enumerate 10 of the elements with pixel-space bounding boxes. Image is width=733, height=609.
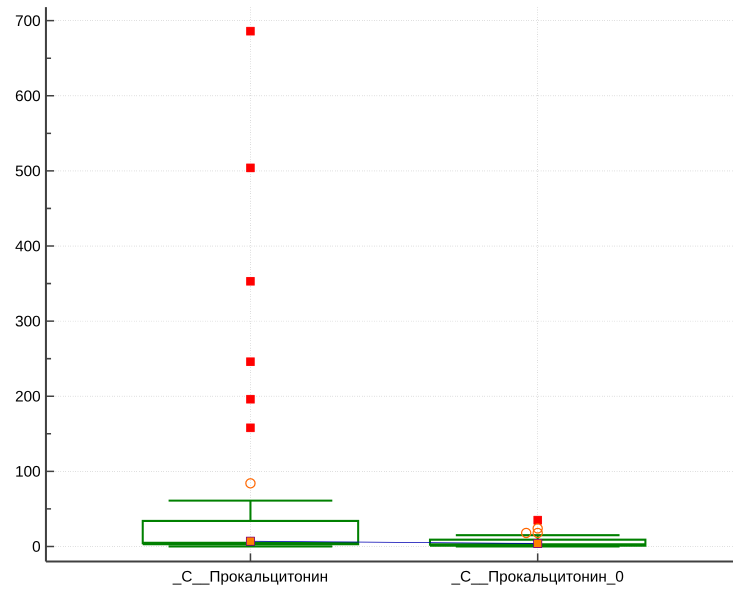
x-tick-label: _C__Прокальцитонин [172,570,328,585]
y-tick-label: 400 [15,240,40,252]
y-tick-label: 200 [16,390,40,402]
y-tick-label: 700 [16,15,40,26]
y-tick-label: 300 [16,315,40,326]
y-tick-label: 100 [16,466,40,477]
y-tick-label: 0 [32,540,40,552]
x-tick-label: _C__Прокальцитонин_0 [451,570,624,585]
y-tick-label: 500 [16,165,40,176]
y-tick-label: 600 [16,90,40,101]
